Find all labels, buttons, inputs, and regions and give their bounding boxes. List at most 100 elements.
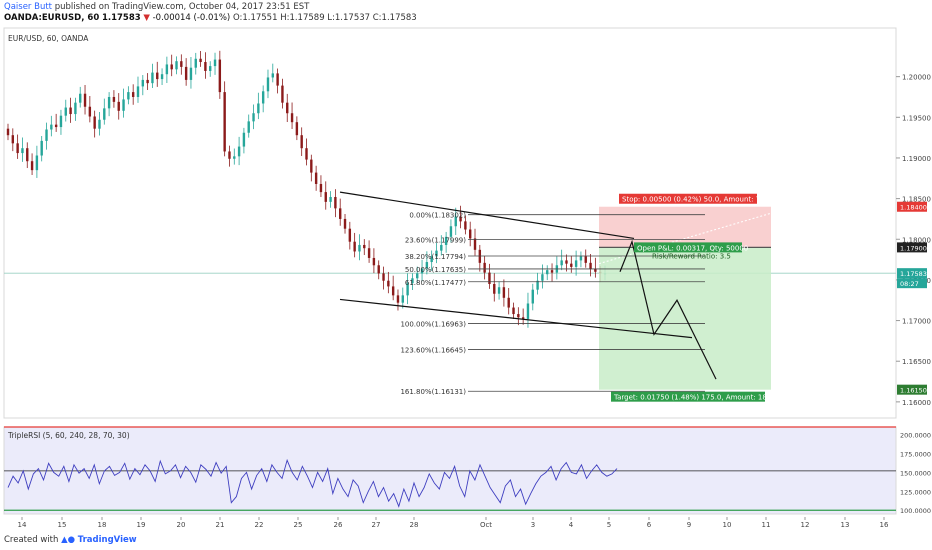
candle-body bbox=[266, 77, 270, 92]
candle-body bbox=[314, 172, 318, 184]
candle-body bbox=[488, 272, 491, 284]
price-marker: 1.17583 bbox=[900, 270, 927, 278]
fib-level-label: 50.00%(1.17635) bbox=[405, 266, 466, 274]
candle-body bbox=[213, 59, 217, 67]
rsi-tick-label: 125.0000 bbox=[900, 488, 931, 496]
candle-body bbox=[127, 92, 130, 100]
candle-body bbox=[411, 278, 414, 284]
candle-body bbox=[276, 73, 279, 86]
x-tick-label: 4 bbox=[569, 521, 574, 529]
price-marker-bg bbox=[897, 242, 927, 253]
candle-body bbox=[290, 113, 294, 123]
x-tick-label: 11 bbox=[762, 521, 771, 529]
header-line-1: Qaiser Butt published on TradingView.com… bbox=[4, 2, 309, 13]
fib-level-label: 0.00%(1.18302) bbox=[409, 212, 466, 220]
candle-body bbox=[339, 208, 342, 219]
pnl-label-bg bbox=[634, 242, 742, 253]
rsi-label: TripleRSI (5, 60, 240, 28, 70, 30) bbox=[8, 431, 130, 440]
candle-body bbox=[151, 72, 154, 84]
y-tick-label: 1.20000 bbox=[902, 74, 931, 82]
candle-body bbox=[464, 221, 467, 230]
y-tick-label: 1.18500 bbox=[902, 196, 931, 204]
candle-body bbox=[483, 262, 486, 273]
candle-body bbox=[257, 103, 260, 114]
x-tick-label: 15 bbox=[58, 521, 67, 529]
candle-body bbox=[271, 73, 274, 78]
header-line-2: OANDA:EURUSD, 60 1.17583 ▼ -0.00014 (-0.… bbox=[4, 13, 417, 24]
candle-body bbox=[136, 86, 140, 97]
candle-body bbox=[194, 58, 197, 68]
stop-label-bg bbox=[619, 193, 757, 204]
candle-body bbox=[521, 317, 525, 319]
candle-body bbox=[107, 96, 111, 109]
fib-level-label: 123.60%(1.16645) bbox=[400, 346, 466, 354]
candle-body bbox=[531, 289, 534, 304]
candle-body bbox=[69, 107, 72, 115]
candle-body bbox=[387, 280, 390, 287]
candle-body bbox=[377, 265, 380, 274]
candle-body bbox=[435, 250, 438, 257]
ohlc-values: O:1.17551 H:1.17589 L:1.17537 C:1.17583 bbox=[232, 13, 417, 23]
candle-body bbox=[444, 236, 448, 245]
x-tick-label: 10 bbox=[723, 521, 732, 529]
candle-body bbox=[454, 216, 457, 227]
footer-brand[interactable]: TradingView bbox=[77, 535, 137, 545]
target-label: Target: 0.01750 (1.48%) 175.0, Amount: 1… bbox=[613, 394, 776, 402]
candle-body bbox=[165, 64, 169, 75]
candle-body bbox=[204, 62, 207, 71]
target-zone bbox=[599, 247, 771, 390]
candle-body bbox=[372, 257, 376, 266]
candle-body bbox=[59, 115, 63, 128]
candle-body bbox=[26, 148, 29, 162]
candle-body bbox=[358, 244, 361, 252]
author-link[interactable]: Qaiser Butt bbox=[4, 2, 52, 12]
x-tick-label: 13 bbox=[841, 521, 850, 529]
y-tick-label: 1.19500 bbox=[902, 114, 931, 122]
candle-body bbox=[391, 286, 395, 296]
candle-body bbox=[131, 92, 135, 97]
price-marker: 1.17900 bbox=[900, 244, 927, 252]
rsi-tick-label: 175.0000 bbox=[900, 450, 931, 458]
pnl-label: Open P&L: 0.00317, Qty: 50000 bbox=[637, 244, 748, 252]
target-label-bg bbox=[611, 391, 765, 402]
candle-body bbox=[40, 140, 43, 156]
x-tick-label: 19 bbox=[137, 521, 146, 529]
candle-body bbox=[579, 256, 583, 261]
candle-body bbox=[11, 135, 15, 144]
footer: Created with ▲● TradingView bbox=[4, 535, 137, 545]
candle-body bbox=[54, 124, 58, 128]
candle-body bbox=[175, 61, 178, 70]
fib-level-label: 38.20%(1.17794) bbox=[405, 253, 466, 261]
candle-body bbox=[233, 156, 236, 159]
candle-body bbox=[21, 148, 24, 154]
rsi-tick-label: 100.0000 bbox=[900, 507, 931, 515]
fib-level-label: 161.80%(1.16131) bbox=[400, 388, 466, 396]
candle-body bbox=[473, 238, 477, 250]
y-tick-label: 1.17000 bbox=[902, 318, 931, 326]
candle-body bbox=[189, 67, 193, 80]
candle-body bbox=[348, 228, 352, 242]
candle-body bbox=[507, 297, 510, 308]
rsi-line bbox=[7, 458, 618, 508]
candle-body bbox=[310, 159, 313, 173]
candle-body bbox=[223, 92, 226, 152]
x-tick-label: 9 bbox=[687, 521, 691, 529]
candle-body bbox=[281, 85, 284, 103]
candle-body bbox=[517, 314, 520, 318]
candle-body bbox=[449, 226, 453, 237]
candle-body bbox=[242, 132, 246, 147]
candle-body bbox=[459, 216, 462, 222]
candle-body bbox=[546, 270, 549, 275]
symbol-name[interactable]: OANDA:EURUSD, 60 bbox=[4, 13, 100, 23]
candle-body bbox=[6, 128, 10, 136]
y-tick-label: 1.18000 bbox=[902, 236, 931, 244]
candle-body bbox=[367, 248, 371, 258]
change-value: -0.00014 (-0.01%) bbox=[152, 13, 231, 23]
candle-body bbox=[209, 66, 212, 71]
candle-body bbox=[16, 143, 19, 154]
change-arrow-icon: ▼ bbox=[143, 13, 150, 23]
candle-body bbox=[497, 287, 501, 294]
candle-body bbox=[295, 122, 299, 136]
candle-body bbox=[396, 295, 400, 303]
